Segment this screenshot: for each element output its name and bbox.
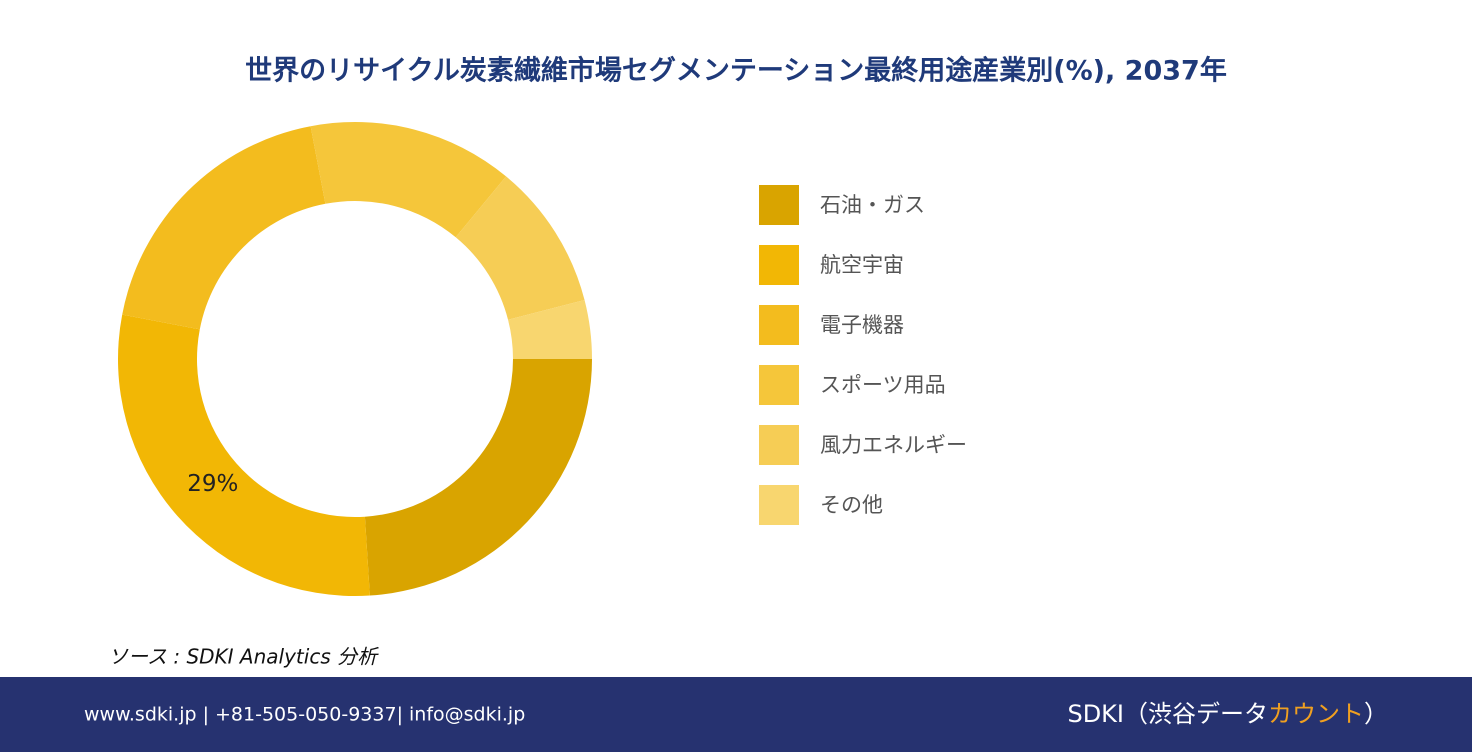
- brand-highlight: カウント: [1268, 700, 1364, 728]
- legend-swatch: [759, 305, 799, 345]
- legend-label: スポーツ用品: [820, 373, 946, 397]
- chart-title: 世界のリサイクル炭素繊維市場セグメンテーション最終用途産業別(%), 2037年: [245, 55, 1227, 87]
- data-label: 29%: [187, 471, 238, 497]
- footer-brand: SDKI（渋谷データカウント）: [1067, 700, 1388, 728]
- brand-name: SDKI（渋谷データ: [1067, 700, 1268, 728]
- donut-segment: [364, 359, 592, 596]
- legend-label: 石油・ガス: [820, 193, 925, 217]
- legend-swatch: [759, 245, 799, 285]
- donut-segment: [122, 126, 326, 330]
- donut: 29%: [117, 122, 592, 597]
- footer-contact: www.sdki.jp | +81-505-050-9337| info@sdk…: [84, 704, 525, 726]
- legend-swatch: [759, 365, 799, 405]
- legend-swatch: [759, 185, 799, 225]
- donut-segment: [117, 314, 370, 597]
- donut-segment: [455, 176, 585, 320]
- legend-label: 電子機器: [820, 313, 904, 337]
- source: ソース : SDKI Analytics 分析: [108, 645, 379, 669]
- legend-label: その他: [820, 493, 883, 517]
- footer-bar: [0, 677, 1472, 752]
- legend-swatch: [759, 425, 799, 465]
- brand-end: ）: [1364, 700, 1388, 728]
- donut-segment: [310, 122, 507, 238]
- legend-label: 航空宇宙: [820, 253, 904, 277]
- donut-segment: [508, 300, 592, 359]
- legend-swatch: [759, 485, 799, 525]
- legend-label: 風力エネルギー: [820, 433, 967, 457]
